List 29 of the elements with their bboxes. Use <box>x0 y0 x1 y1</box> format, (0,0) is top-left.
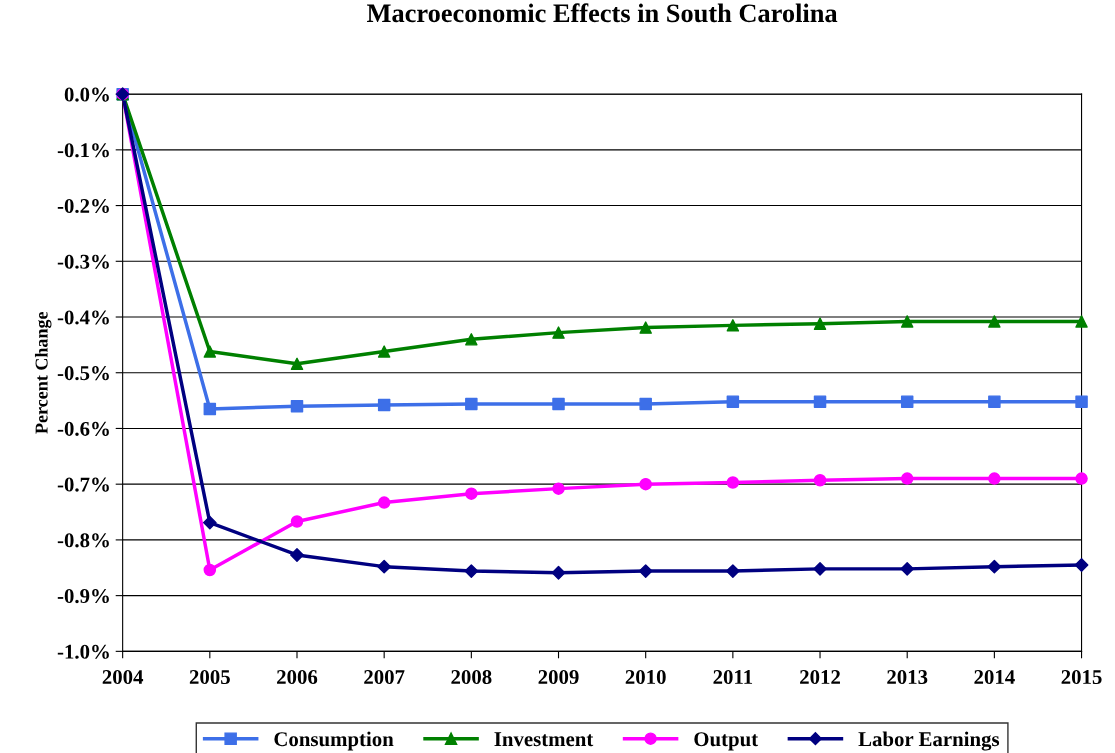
x-tick-label: 2013 <box>887 670 928 685</box>
y-tick-label: -0.6% <box>57 421 109 436</box>
x-tick-label: 2011 <box>713 670 753 685</box>
x-tick-label: 2008 <box>451 670 492 685</box>
legend-label: Consumption <box>274 731 394 751</box>
x-tick-label: 2007 <box>364 670 405 685</box>
x-tick-label: 2012 <box>800 670 840 685</box>
legend-label: Labor Earnings <box>858 731 1000 751</box>
y-axis-title: Percent Change <box>34 311 52 434</box>
x-tick-label: 2014 <box>974 670 1015 685</box>
legend-label: Output <box>694 732 759 751</box>
y-tick-label: -1.0% <box>57 644 109 659</box>
x-tick-label: 2006 <box>277 670 318 685</box>
y-tick-label: -0.2% <box>57 198 109 214</box>
x-tick-label: 2015 <box>1061 670 1102 685</box>
y-tick-label: 0.0% <box>64 87 109 102</box>
y-tick-label: -0.8% <box>57 533 109 548</box>
y-tick-label: -0.9% <box>57 589 109 604</box>
x-tick-label: 2009 <box>538 670 579 685</box>
y-tick-label: -0.3% <box>57 254 109 269</box>
x-tick-label: 2005 <box>189 670 230 685</box>
x-tick-label: 2004 <box>102 670 144 685</box>
y-tick-label: -0.1% <box>57 143 109 158</box>
y-tick-label: -0.7% <box>57 477 109 492</box>
chart-title: Macroeconomic Effects in South Carolina <box>367 3 838 23</box>
y-tick-label: -0.4% <box>57 310 109 325</box>
legend-label: Investment <box>494 732 594 747</box>
x-tick-label: 2010 <box>625 670 666 685</box>
y-tick-label: -0.5% <box>57 366 109 381</box>
